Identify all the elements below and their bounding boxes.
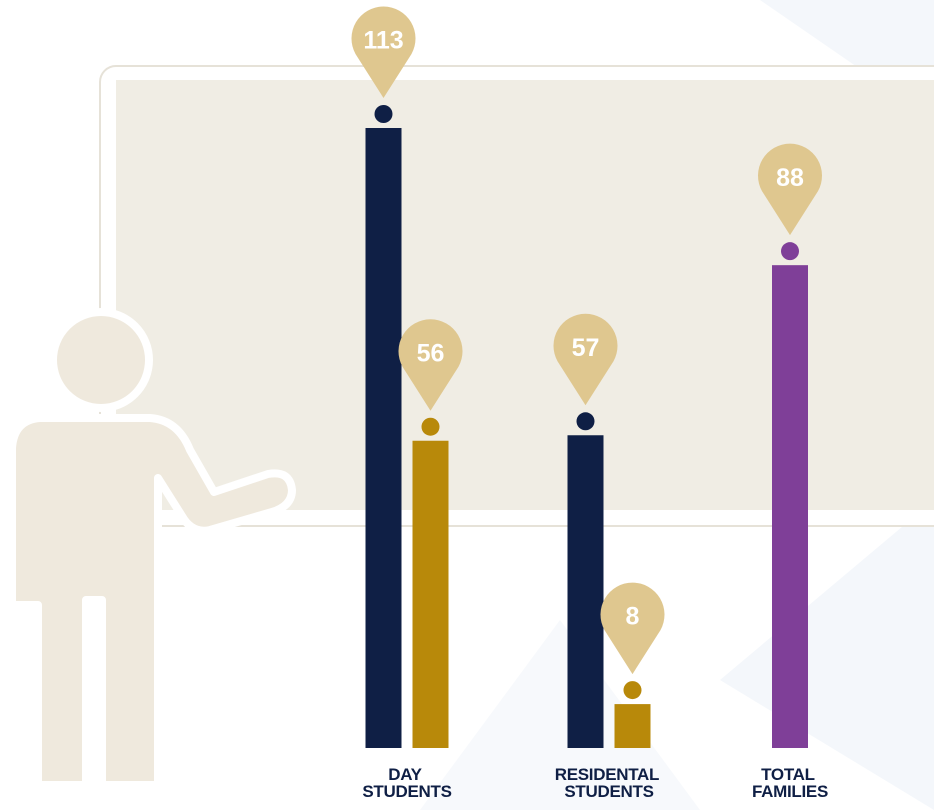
plot: 113 56 DAY STUDENTS 57 8 RESIDENTAL STUDENTS 8… <box>351 6 828 801</box>
bar-dot <box>623 681 642 700</box>
category-label: RESIDENTAL STUDENTS <box>555 765 663 801</box>
bar <box>412 440 449 748</box>
value-pin <box>600 582 665 675</box>
value-pin <box>398 319 463 411</box>
bar <box>772 265 808 748</box>
category-label: DAY STUDENTS <box>362 765 451 801</box>
bar-dot <box>374 105 393 123</box>
value-label: 88 <box>776 164 804 192</box>
value-pin <box>758 143 822 236</box>
value-pin <box>351 6 416 98</box>
value-label: 113 <box>363 27 403 55</box>
value-pin <box>553 313 618 406</box>
presenter-figure <box>8 308 296 789</box>
value-label: 57 <box>572 334 600 362</box>
bar-dot <box>781 242 799 261</box>
bar-dot <box>576 412 595 431</box>
bar <box>614 704 651 748</box>
value-label: 8 <box>626 603 640 631</box>
bar <box>365 128 402 748</box>
whiteboard <box>99 65 934 527</box>
value-label: 56 <box>417 339 445 367</box>
category-label: TOTAL FAMILIES <box>752 765 828 801</box>
bar-dot <box>421 417 440 436</box>
bar <box>567 435 604 748</box>
